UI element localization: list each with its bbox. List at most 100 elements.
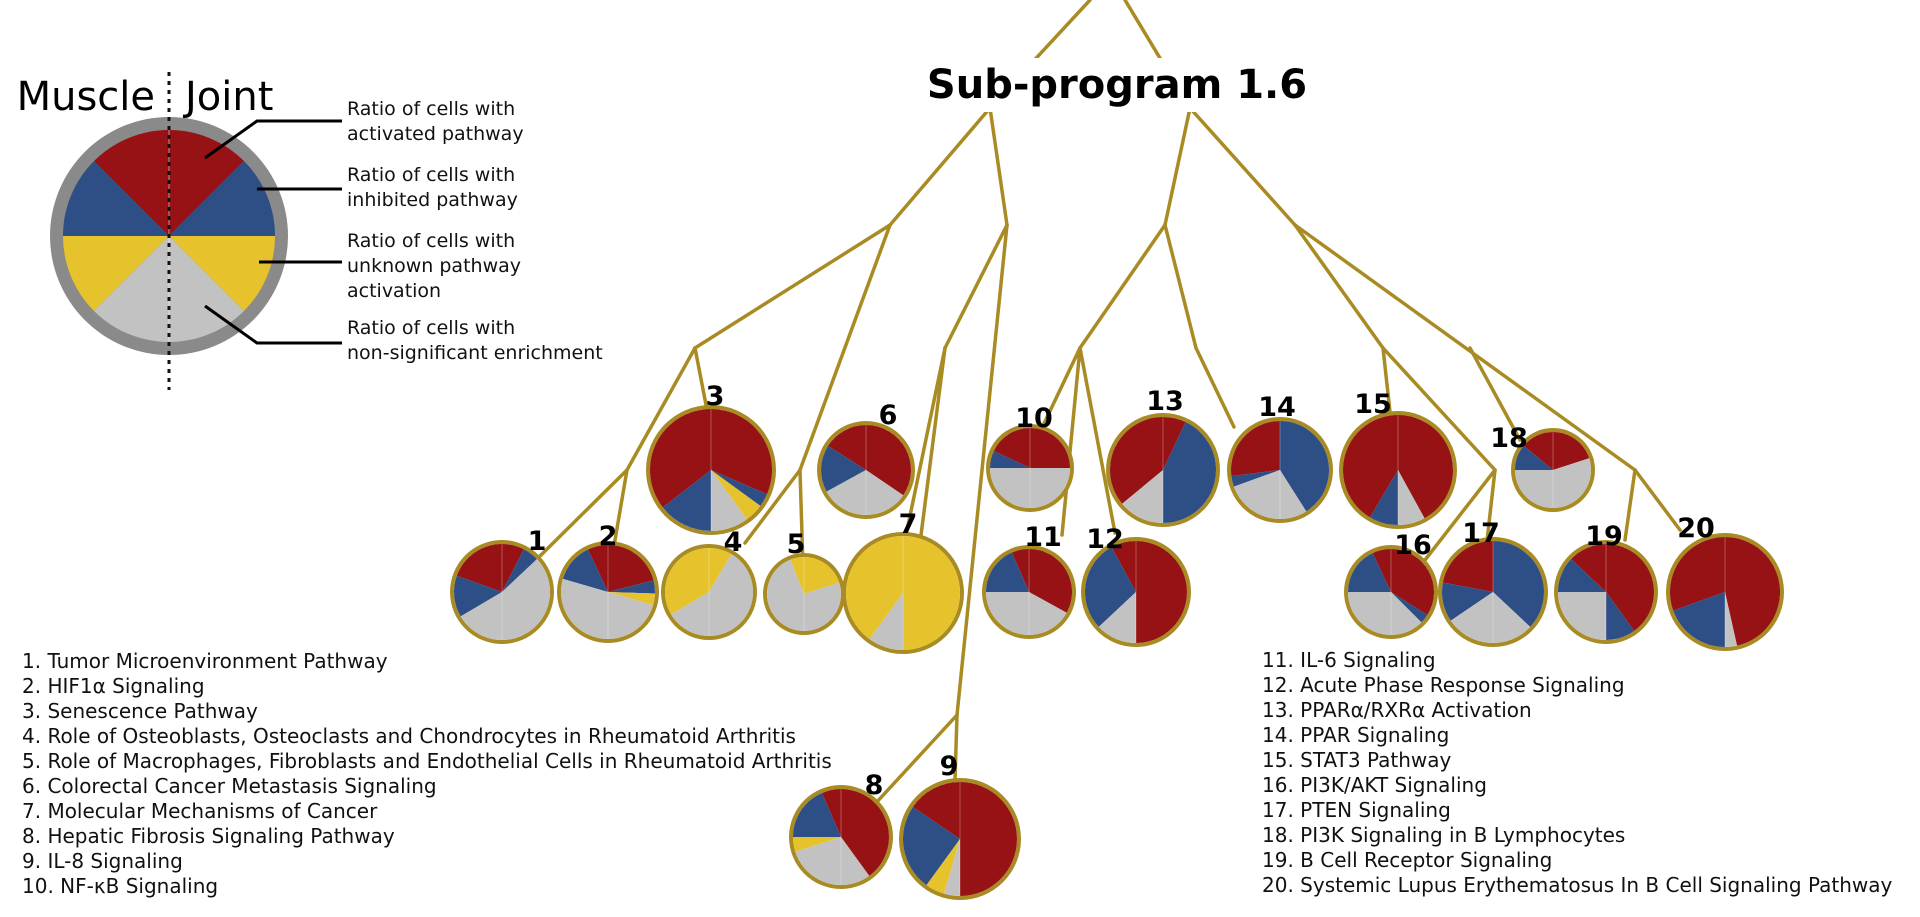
legend-desc-nonsignificant-line2: non-significant enrichment: [347, 342, 603, 364]
pie-12-joint-activated-slice: [1136, 541, 1187, 643]
pie-13-joint-activated-slice: [1163, 417, 1186, 470]
pie-11-joint-activated-slice: [1029, 549, 1073, 613]
pie-2-joint-unknown-slice: [608, 592, 655, 606]
pie-1-muscle-activated-slice: [456, 544, 502, 592]
pathway-pie-7: 7: [842, 509, 964, 654]
pie-number-label: 6: [879, 400, 898, 431]
pathway-pie-5: 5: [763, 529, 845, 635]
pie-number-label: 20: [1677, 513, 1715, 544]
tree-branch: [798, 468, 805, 570]
tree-branch: [953, 713, 959, 782]
legend-joint-activated-slice: [169, 130, 244, 236]
pie-number-label: 9: [940, 751, 959, 782]
tree-branch: [1381, 346, 1497, 472]
pie-number-label: 2: [599, 521, 618, 552]
pathway-list-item: 12. Acute Phase Response Signaling: [1262, 673, 1625, 697]
pathway-list-item: 16. PI3K/AKT Signaling: [1262, 773, 1487, 797]
pie-7-joint-unknown-slice: [903, 536, 960, 650]
pathway-pie-6: 6: [817, 400, 915, 519]
legend-desc-inhibited-line1: Ratio of cells with: [347, 164, 515, 186]
pie-2-muscle-activated-slice: [587, 545, 608, 592]
pie-16-joint-non-significant-slice: [1391, 592, 1422, 636]
pie-17-muscle-inhibited-slice: [1441, 582, 1493, 621]
pie-19-muscle-inhibited-slice: [1557, 559, 1606, 592]
legend-desc-inhibited: Ratio of cells with inhibited pathway: [347, 164, 521, 211]
pie-17-muscle-activated-slice: [1442, 541, 1493, 592]
legend-desc-inhibited-line2: inhibited pathway: [347, 189, 518, 211]
pie-2-muscle-inhibited-slice: [562, 549, 608, 592]
pathway-list-right: 11. IL-6 Signaling 12. Acute Phase Respo…: [1262, 648, 1892, 897]
tree-branch: [1293, 223, 1637, 472]
pie-17-joint-non-significant-slice: [1493, 592, 1531, 643]
pie-number-label: 13: [1146, 386, 1184, 417]
pie-20-muscle-activated-slice: [1669, 537, 1725, 611]
pie-number-label: 1: [528, 526, 547, 557]
pie-4-muscle-unknown-slice: [665, 548, 709, 615]
pie-20-joint-non-significant-slice: [1725, 592, 1737, 647]
pathway-pie-17: 17: [1438, 518, 1548, 647]
legend-desc-activated-line2: activated pathway: [347, 123, 524, 145]
tree-branch: [1078, 223, 1167, 350]
diagram-title: Sub-program 1.6: [927, 62, 1307, 108]
pie-18-joint-non-significant-slice: [1553, 458, 1591, 508]
pathway-list-item: 1. Tumor Microenvironment Pathway: [22, 649, 388, 673]
pie-15-joint-activated-slice: [1398, 415, 1454, 519]
pie-5-joint-unknown-slice: [804, 557, 840, 594]
pie-number-label: 14: [1258, 392, 1296, 423]
pie-13-muscle-non-significant-slice: [1122, 470, 1163, 523]
pie-1-muscle-inhibited-slice: [454, 575, 502, 617]
pie-4-joint-unknown-slice: [709, 548, 732, 592]
pie-16-joint-activated-slice: [1391, 549, 1435, 616]
pathway-list-item: 8. Hepatic Fibrosis Signaling Pathway: [22, 824, 395, 848]
legend: Muscle Joint Ratio of cells with activat…: [17, 72, 603, 390]
pathway-pie-18: 18: [1490, 423, 1595, 512]
pathway-list-item: 15. STAT3 Pathway: [1262, 748, 1452, 772]
legend-joint-unknown-slice: [169, 236, 275, 311]
tree-branch: [1633, 468, 1682, 532]
pie-9-muscle-non-significant-slice: [944, 839, 960, 897]
pie-1-muscle-non-significant-slice: [460, 592, 502, 640]
legend-muscle-activated-slice: [94, 130, 169, 236]
pathway-pie-19: 19: [1554, 521, 1658, 644]
tree-branch: [693, 223, 892, 350]
legend-joint-non-significant-slice: [169, 236, 244, 342]
pie-8-muscle-inhibited-slice: [793, 792, 841, 837]
legend-desc-activated-line1: Ratio of cells with: [347, 98, 515, 120]
pie-15-joint-non-significant-slice: [1398, 470, 1425, 525]
pie-3-muscle-activated-slice: [649, 409, 711, 508]
tree-branch: [918, 346, 947, 545]
pathway-pie-14: 14: [1227, 392, 1333, 523]
tree-branch: [1194, 346, 1236, 429]
pathway-pie-4: 4: [661, 527, 757, 640]
pie-number-label: 3: [706, 381, 725, 412]
legend-muscle-label: Muscle: [17, 74, 155, 120]
pie-17-joint-inhibited-slice: [1493, 541, 1545, 627]
pie-8-muscle-non-significant-slice: [795, 837, 841, 885]
pathway-list-item: 11. IL-6 Signaling: [1262, 648, 1436, 672]
pie-18-muscle-activated-slice: [1523, 432, 1553, 470]
pie-17-muscle-non-significant-slice: [1450, 592, 1493, 643]
pathway-pie-9: 9: [899, 751, 1021, 900]
pie-10-joint-non-significant-slice: [1030, 468, 1070, 508]
pathway-pie-15: 15: [1339, 389, 1457, 529]
tree-branch: [1163, 223, 1198, 350]
tree-branch: [1060, 346, 1082, 537]
tree-branch: [1623, 468, 1637, 542]
pie-14-joint-inhibited-slice: [1280, 421, 1330, 512]
pie-5-muscle-non-significant-slice: [767, 559, 804, 631]
pie-11-muscle-non-significant-slice: [986, 592, 1029, 635]
pie-number-label: 15: [1354, 389, 1392, 420]
pie-2-joint-activated-slice: [608, 545, 654, 592]
pie-number-label: 7: [899, 509, 918, 540]
pathway-pie-8: 8: [789, 770, 893, 889]
pie-3-joint-inhibited-slice: [711, 470, 767, 506]
pie-6-joint-non-significant-slice: [866, 470, 904, 515]
tree-branch: [1468, 346, 1522, 442]
pie-20-joint-activated-slice: [1725, 537, 1781, 646]
pie-number-label: 11: [1024, 522, 1062, 553]
pie-6-muscle-non-significant-slice: [826, 470, 866, 515]
pathway-list-left: 1. Tumor Microenvironment Pathway 2. HIF…: [22, 649, 832, 898]
pathway-list-item: 9. IL-8 Signaling: [22, 849, 183, 873]
pathway-pie-10: 10: [986, 403, 1074, 512]
pie-6-muscle-inhibited-slice: [821, 445, 866, 492]
